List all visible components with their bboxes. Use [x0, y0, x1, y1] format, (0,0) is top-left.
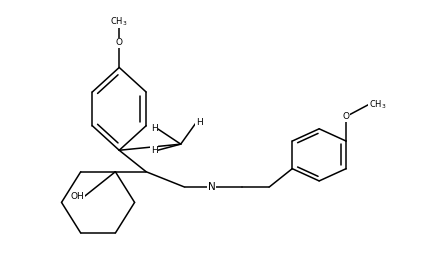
- Text: CH$_3$: CH$_3$: [110, 15, 128, 28]
- Text: CH$_3$: CH$_3$: [369, 98, 387, 110]
- Text: O: O: [343, 112, 349, 121]
- Text: H: H: [196, 118, 203, 127]
- Text: O: O: [116, 38, 123, 47]
- Text: H: H: [151, 146, 158, 155]
- Text: H: H: [151, 124, 158, 133]
- Text: N: N: [208, 182, 215, 192]
- Text: OH: OH: [71, 192, 85, 201]
